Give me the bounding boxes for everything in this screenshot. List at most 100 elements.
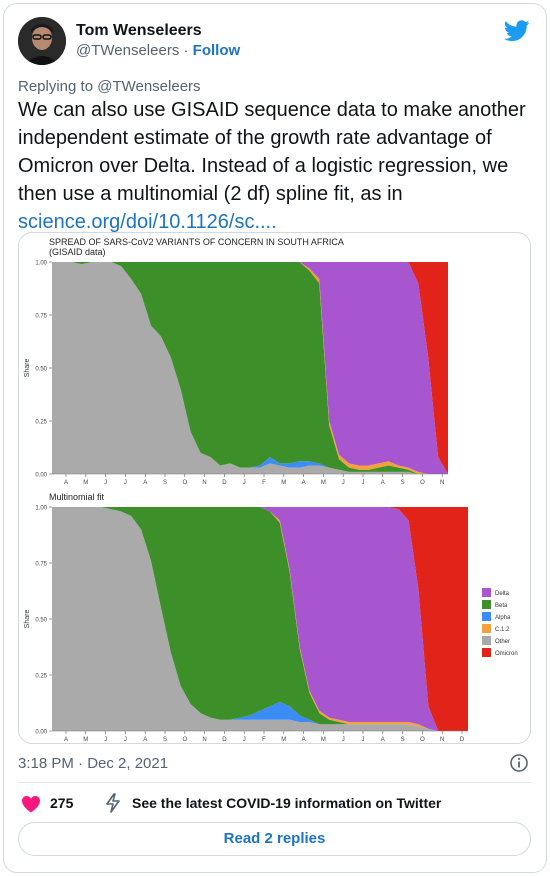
chart2-xtick-label: A [64,737,68,743]
covid-info-link[interactable]: See the latest COVID-19 information on T… [132,795,442,811]
chart2-xtick-label: M [83,737,88,743]
chart1-subtitle: (GISAID data) [49,247,106,257]
chart2-plot: 0.00 0.25 0.50 0.75 1.00 Share A M J J A S O N D J F M A M J… [24,506,468,743]
chart2-xtick-label: J [243,737,246,743]
chart1-xtick-label: A [302,480,306,486]
chart2-xtick-label: D [460,737,465,743]
chart1-xtick-label: M [321,480,326,486]
chart2-title: Multinomial fit [49,492,105,502]
twitter-bird-icon[interactable] [504,20,530,42]
lightning-icon[interactable] [104,793,122,813]
read-replies-button[interactable]: Read 2 replies [18,822,531,856]
chart2-xtick-label: N [440,737,444,743]
legend-swatch-other [482,636,491,645]
timestamp[interactable]: 3:18 PM · Dec 2, 2021 [18,755,169,772]
tweet-link[interactable]: science.org/doi/10.1126/sc.... [18,211,277,233]
chart2-ytick-label: 0.25 [35,674,47,680]
chart2-xtick-label: A [381,737,385,743]
author-handle[interactable]: @TWenseleers [76,42,180,59]
chart1-xtick-label: O [420,480,425,486]
legend-label-delta: Delta [495,591,510,597]
chart1-xtick-label: J [124,480,127,486]
chart2-xtick-label: O [182,737,187,743]
chart2-xtick-label: A [143,737,147,743]
legend-swatch-beta [482,600,491,609]
legend-label-c-1-2: C.1.2 [495,627,510,633]
chart1-xtick-label: M [83,480,88,486]
author-handle-row: @TWenseleers · Follow [76,42,240,59]
chart1-xtick-label: N [202,480,206,486]
chart1-ytick-label: 0.50 [35,367,47,373]
chart1-area-beta [52,262,448,474]
chart2-legend: Delta Beta Alpha C.1.2 Other Omicron [482,588,518,657]
chart2-area-other [52,507,468,731]
chart1-xtick-label: J [342,480,345,486]
tweet-body: We can also use GISAID sequence data to … [18,99,526,205]
chart2-ytick-label: 0.75 [35,562,47,568]
chart2-xtick-label: S [401,737,405,743]
chart1-xtick-label: M [281,480,286,486]
chart2-area-beta [52,507,468,731]
chart1-ytick-label: 0.00 [35,473,47,479]
chart2-xtick-label: M [321,737,326,743]
chart2-xtick-label: S [163,737,167,743]
legend-swatch-delta [482,588,491,597]
tweet-image[interactable]: SPREAD OF SARS-CoV2 VARIANTS OF CONCERN … [18,232,531,744]
divider [18,782,531,783]
chart1-xtick-label: F [262,480,266,486]
chart2-xtick-label: O [420,737,425,743]
chart2-xtick-label: D [222,737,227,743]
legend-swatch-c-1-2 [482,624,491,633]
info-icon[interactable] [509,753,529,773]
legend-swatch-omicron [482,648,491,657]
legend-label-alpha: Alpha [495,615,511,621]
chart1-area-other [52,262,448,474]
replying-to: Replying to @TWenseleers [18,78,201,95]
chart2-ytick-label: 0.50 [35,618,47,624]
avatar[interactable] [18,17,66,65]
like-count[interactable]: 275 [50,795,74,811]
chart1-xtick-label: J [243,480,246,486]
legend-label-other: Other [495,639,510,645]
chart1-xtick-label: S [163,480,167,486]
heart-icon[interactable] [21,795,41,813]
chart2-area-omicron [52,507,468,731]
chart1-xtick-label: A [64,480,68,486]
author-name[interactable]: Tom Wenseleers [76,22,202,39]
chart1-xtick-label: O [182,480,187,486]
chart2-xtick-label: J [362,737,365,743]
chart1-xtick-label: A [381,480,385,486]
replying-prefix: Replying to [18,78,98,95]
chart1-xtick-label: J [104,480,107,486]
chart1-plot: 0.00 0.25 0.50 0.75 1.00 Share A M J J A S O N D J F M A M J… [24,261,448,486]
legend-label-omicron: Omicron [495,651,518,657]
chart2-xtick-label: F [262,737,266,743]
chart1-xtick-label: J [362,480,365,486]
chart1-xtick-label: A [143,480,147,486]
chart1-area-delta [52,262,448,474]
replying-handle[interactable]: @TWenseleers [97,78,201,95]
separator: · [183,42,189,59]
chart1-title: SPREAD OF SARS-CoV2 VARIANTS OF CONCERN … [49,237,344,247]
legend-swatch-alpha [482,612,491,621]
chart1-xtick-label: D [222,480,227,486]
chart1-ylabel: Share [24,359,31,378]
chart-figure: SPREAD OF SARS-CoV2 VARIANTS OF CONCERN … [24,237,518,743]
chart1-xtick-label: S [401,480,405,486]
chart2-ytick-label: 0.00 [35,730,47,736]
chart2-xtick-label: M [281,737,286,743]
chart2-ytick-label: 1.00 [35,506,47,512]
chart2-xtick-label: J [124,737,127,743]
legend-label-beta: Beta [495,603,508,609]
chart2-xtick-label: J [342,737,345,743]
chart1-xtick-label: N [440,480,444,486]
chart1-ytick-label: 1.00 [35,261,47,267]
chart2-xtick-label: J [104,737,107,743]
chart2-xtick-label: N [202,737,206,743]
chart1-ytick-label: 0.75 [35,314,47,320]
follow-button[interactable]: Follow [192,42,241,59]
chart2-xtick-label: A [302,737,306,743]
chart2-ylabel: Share [24,610,31,629]
chart2-area-delta [52,507,468,731]
tweet-text: We can also use GISAID sequence data to … [18,96,528,236]
